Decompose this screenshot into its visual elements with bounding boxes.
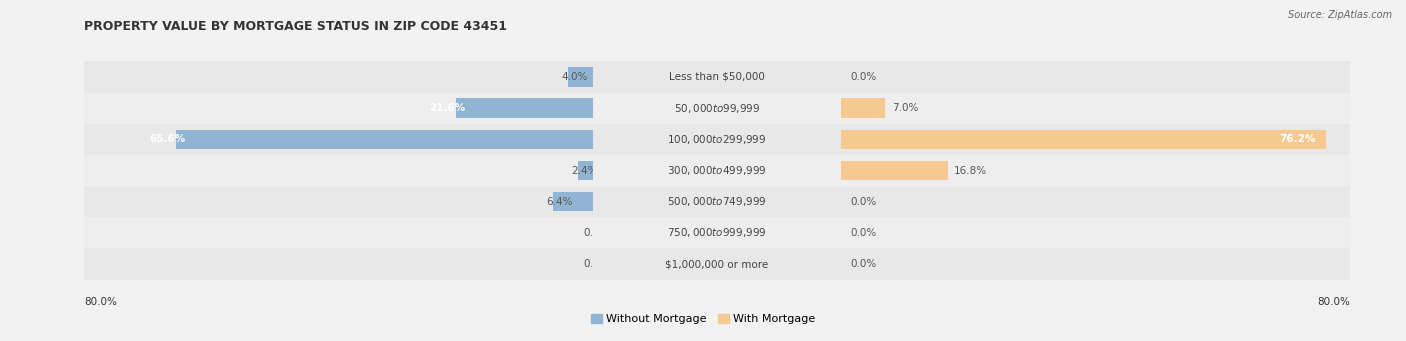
Bar xyxy=(593,249,841,280)
Text: 7.0%: 7.0% xyxy=(891,103,918,113)
Text: 16.8%: 16.8% xyxy=(955,165,987,176)
Text: $1,000,000 or more: $1,000,000 or more xyxy=(665,259,769,269)
Bar xyxy=(84,61,593,92)
Bar xyxy=(593,155,841,186)
Bar xyxy=(84,92,593,124)
Bar xyxy=(553,192,593,211)
Bar xyxy=(841,217,1350,249)
Bar xyxy=(84,249,593,280)
Bar xyxy=(84,124,593,155)
Bar xyxy=(841,61,1350,92)
Text: 0.0%: 0.0% xyxy=(583,228,610,238)
Bar xyxy=(841,186,1350,217)
Legend: Without Mortgage, With Mortgage: Without Mortgage, With Mortgage xyxy=(586,309,820,329)
Bar xyxy=(841,99,886,118)
Bar xyxy=(841,130,1326,149)
Text: 76.2%: 76.2% xyxy=(1279,134,1316,144)
Text: PROPERTY VALUE BY MORTGAGE STATUS IN ZIP CODE 43451: PROPERTY VALUE BY MORTGAGE STATUS IN ZIP… xyxy=(84,20,508,33)
Bar xyxy=(841,249,1350,280)
Bar xyxy=(593,124,841,155)
Bar xyxy=(593,92,841,124)
Text: 0.0%: 0.0% xyxy=(851,72,876,82)
Bar xyxy=(84,155,593,186)
Bar xyxy=(593,186,841,217)
Text: 80.0%: 80.0% xyxy=(1317,297,1350,307)
Bar xyxy=(593,217,841,249)
Text: $750,000 to $999,999: $750,000 to $999,999 xyxy=(668,226,766,239)
Text: 0.0%: 0.0% xyxy=(583,259,610,269)
Bar xyxy=(593,61,841,92)
Text: Less than $50,000: Less than $50,000 xyxy=(669,72,765,82)
Bar xyxy=(84,186,593,217)
Text: 6.4%: 6.4% xyxy=(547,197,572,207)
Bar xyxy=(841,161,948,180)
Bar xyxy=(841,92,1350,124)
Text: 80.0%: 80.0% xyxy=(84,297,117,307)
Bar xyxy=(84,217,593,249)
Bar xyxy=(456,99,593,118)
Text: 65.6%: 65.6% xyxy=(149,134,186,144)
Text: $100,000 to $299,999: $100,000 to $299,999 xyxy=(668,133,766,146)
Text: 0.0%: 0.0% xyxy=(851,259,876,269)
Bar xyxy=(578,161,593,180)
Text: 4.0%: 4.0% xyxy=(561,72,588,82)
Bar xyxy=(176,130,593,149)
Text: $500,000 to $749,999: $500,000 to $749,999 xyxy=(668,195,766,208)
Text: 2.4%: 2.4% xyxy=(572,165,598,176)
Text: 0.0%: 0.0% xyxy=(851,228,876,238)
Text: 0.0%: 0.0% xyxy=(851,197,876,207)
Bar xyxy=(568,67,593,87)
Bar xyxy=(841,124,1350,155)
Text: $50,000 to $99,999: $50,000 to $99,999 xyxy=(673,102,761,115)
Text: $300,000 to $499,999: $300,000 to $499,999 xyxy=(668,164,766,177)
Bar xyxy=(841,155,1350,186)
Text: Source: ZipAtlas.com: Source: ZipAtlas.com xyxy=(1288,10,1392,20)
Text: 21.6%: 21.6% xyxy=(429,103,465,113)
